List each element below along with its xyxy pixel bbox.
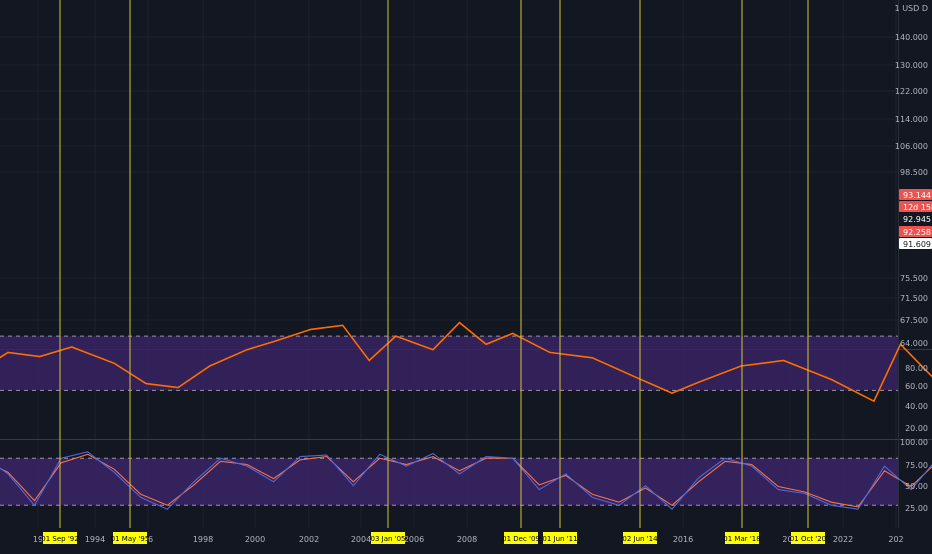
stochastic-tick-label: 50.00 — [905, 482, 928, 491]
date-marker-label: 01 Sep '92 — [41, 535, 78, 543]
price-badge-label: 93.144 — [903, 191, 931, 200]
time-tick-label: 2004 — [351, 535, 371, 544]
price-badge-label: 92.945 — [903, 215, 931, 224]
stochastic-tick-label: 100.00 — [900, 438, 928, 447]
stochastic-tick-label: 25.00 — [905, 504, 928, 513]
price-badge-label: 92.258 — [903, 228, 931, 237]
stochastic-k-line — [0, 451, 932, 510]
time-tick-label: 2006 — [404, 535, 424, 544]
price-badge-label: 12d 15h — [903, 203, 932, 212]
price-badge — [899, 238, 932, 249]
date-marker-badge[interactable] — [43, 532, 77, 544]
price-tick-label: 140.000 — [895, 33, 928, 42]
time-tick-label: 1998 — [193, 535, 213, 544]
time-tick-label: 202 — [888, 535, 903, 544]
price-tick-label: 106.000 — [895, 142, 928, 151]
rsi-tick-label: 60.00 — [905, 382, 928, 391]
date-marker-badge[interactable] — [791, 532, 825, 544]
time-tick-label: 96 — [143, 535, 153, 544]
date-marker-badge[interactable] — [504, 532, 538, 544]
stochastic-tick-label: 75.00 — [905, 461, 928, 470]
date-marker-label: 01 Mar '18 — [723, 535, 760, 543]
price-badge — [899, 189, 932, 200]
date-marker-label: 01 Jun '11 — [542, 535, 577, 543]
date-marker-label: 01 Dec '09 — [502, 535, 540, 543]
price-tick-label: 67.500 — [900, 316, 928, 325]
date-marker-badge[interactable] — [113, 532, 147, 544]
rsi-tick-label: 80.00 — [905, 364, 928, 373]
price-tick-label: 98.500 — [900, 168, 928, 177]
time-tick-label: 2002 — [299, 535, 319, 544]
rsi-band — [0, 336, 898, 391]
price-tick-label: 122.000 — [895, 87, 928, 96]
date-marker-label: 03 Jan '05 — [371, 535, 406, 543]
time-axis — [0, 528, 932, 550]
date-marker-badge[interactable] — [543, 532, 577, 544]
time-tick-label: 2016 — [673, 535, 693, 544]
rsi-tick-label: 40.00 — [905, 402, 928, 411]
date-marker-label: 01 May '95 — [111, 535, 150, 543]
price-tick-label: 114.000 — [895, 115, 928, 124]
date-marker-badge[interactable] — [725, 532, 759, 544]
price-badge-label: 91.609 — [903, 240, 931, 249]
date-marker-badge[interactable] — [371, 532, 405, 544]
time-tick-label: 19 — [33, 535, 43, 544]
time-tick-label: 2022 — [833, 535, 853, 544]
date-marker-label: 01 Oct '20 — [790, 535, 826, 543]
price-badge — [899, 213, 932, 224]
stochastic-d-line — [0, 453, 932, 508]
price-badge — [899, 226, 932, 237]
price-tick-label: 64.000 — [900, 339, 928, 348]
date-marker-label: 02 Jun '14 — [622, 535, 658, 543]
time-tick-label: 1994 — [85, 535, 105, 544]
price-badge — [899, 201, 932, 212]
price-pane[interactable] — [0, 0, 898, 349]
rsi-line — [0, 321, 932, 403]
time-tick-label: 2008 — [457, 535, 477, 544]
time-tick-label: 2000 — [245, 535, 265, 544]
price-tick-label: 71.500 — [900, 294, 928, 303]
date-marker-badge[interactable] — [623, 532, 657, 544]
currency-label: 1 USD D — [895, 4, 928, 13]
price-tick-label: 130.000 — [895, 61, 928, 70]
time-tick-label: 202 — [782, 535, 797, 544]
rsi-tick-label: 20.00 — [905, 424, 928, 433]
price-tick-label: 75.500 — [900, 274, 928, 283]
